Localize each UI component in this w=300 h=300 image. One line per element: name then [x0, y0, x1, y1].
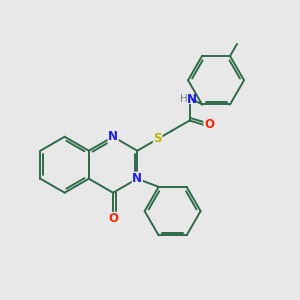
Text: O: O — [204, 118, 214, 131]
Text: O: O — [108, 212, 118, 225]
Text: N: N — [108, 130, 118, 143]
Text: N: N — [132, 172, 142, 185]
Text: H: H — [180, 94, 188, 104]
Text: S: S — [153, 133, 162, 146]
Text: N: N — [187, 93, 197, 106]
